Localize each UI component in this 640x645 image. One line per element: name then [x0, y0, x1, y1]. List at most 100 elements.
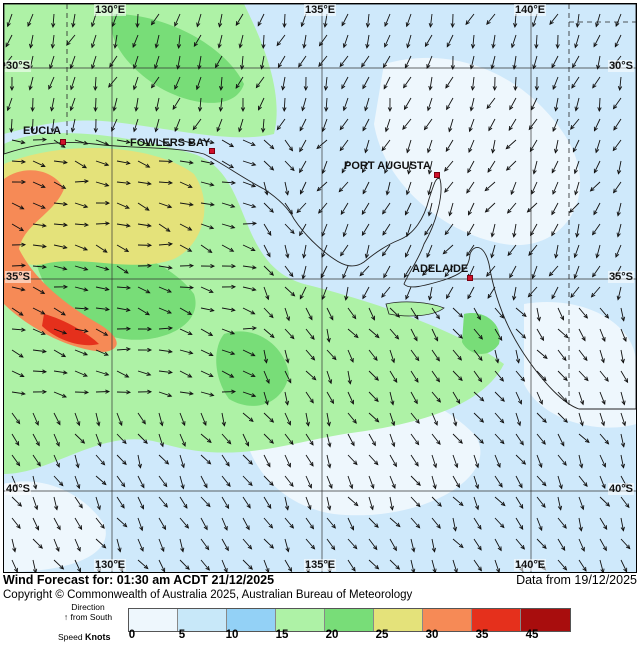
wind-arrow-head [282, 23, 287, 29]
wind-arrow-head [342, 273, 347, 279]
wind-arrow-shaft [10, 118, 13, 133]
wind-arrow-head [174, 21, 179, 27]
wind-arrow-head [54, 505, 59, 511]
wind-arrow-head [124, 373, 130, 378]
wind-arrow-head [351, 566, 356, 572]
wind-arrow-head [390, 358, 396, 364]
wind-arrow-shaft [179, 517, 189, 529]
wind-arrow-head [105, 221, 111, 226]
wind-arrow-head [392, 546, 397, 552]
wind-arrow-shaft [95, 286, 109, 291]
wind-arrow-shaft [620, 370, 628, 383]
wind-arrow-shaft [528, 244, 538, 256]
wind-arrow-shaft [284, 391, 289, 405]
wind-arrow-head [467, 168, 472, 174]
wind-arrow-head [9, 86, 15, 92]
wind-arrow-head [467, 210, 472, 216]
wind-arrow-shaft [368, 349, 378, 361]
wind-arrow-shaft [446, 34, 454, 47]
wind-arrow-shaft [179, 412, 186, 426]
wind-arrow-shaft [179, 559, 190, 570]
wind-arrow-shaft [555, 97, 559, 111]
wind-arrow-shaft [95, 307, 109, 311]
wind-arrow-head [541, 481, 547, 487]
wind-arrow-shaft [137, 223, 151, 227]
wind-arrow-shaft [242, 202, 256, 208]
wind-arrow-shaft [200, 391, 214, 396]
wind-arrow-shaft [95, 244, 108, 253]
wind-arrow-head [498, 336, 503, 342]
wind-arrow-head [229, 142, 235, 148]
wind-arrow-shaft [179, 391, 193, 395]
wind-arrow-head [16, 524, 21, 529]
wind-arrow-shaft [199, 97, 202, 111]
wind-arrow-head [446, 294, 451, 300]
wind-arrow-shaft [11, 370, 24, 377]
wind-arrow-shaft [368, 433, 376, 446]
wind-arrow-head [620, 463, 625, 469]
lon-label-135: 135°E [304, 4, 337, 16]
wind-arrow-head [50, 106, 55, 112]
wind-arrow-head [359, 271, 365, 277]
wind-arrow-head [207, 248, 213, 254]
wind-arrow-head [209, 392, 215, 397]
wind-arrow-head [145, 311, 150, 316]
wind-arrow-head [29, 43, 34, 49]
wind-arrow-head [403, 105, 409, 111]
wind-arrow-shaft [305, 328, 315, 340]
wind-arrow-shaft [179, 286, 194, 289]
wind-arrow-shaft [620, 328, 627, 342]
wind-arrow-shaft [116, 370, 129, 378]
wind-arrow-head [529, 147, 534, 153]
wind-arrow-head [147, 347, 153, 353]
wind-arrow-shaft [263, 559, 269, 572]
wind-arrow-head [251, 393, 257, 398]
wind-arrow-shaft [299, 286, 307, 299]
wind-arrow-head [251, 287, 257, 292]
wind-arrow-head [265, 295, 270, 301]
wind-arrow-shaft [341, 13, 349, 26]
wind-arrow-head [384, 21, 389, 27]
legend-units: Knots [84, 632, 111, 642]
wind-arrow-head [50, 127, 55, 133]
wind-arrow-head [602, 546, 607, 552]
wind-arrow-head [18, 353, 24, 358]
wind-arrow-head [435, 314, 441, 320]
wind-arrow-shaft [486, 97, 496, 109]
wind-arrow-shaft [361, 55, 370, 67]
place-label-eucla: EUCLA [23, 125, 61, 137]
wind-arrow-shaft [557, 370, 568, 381]
wind-arrow-shaft [549, 13, 559, 25]
wind-arrow-shaft [494, 454, 501, 468]
wind-arrow-head [484, 186, 490, 192]
wind-arrow-head [217, 43, 222, 49]
wind-arrow-head [413, 399, 418, 405]
wind-arrow-shaft [536, 538, 547, 549]
wind-arrow-shaft [158, 307, 172, 314]
wind-arrow-head [285, 253, 290, 259]
wind-arrow-shaft [324, 13, 328, 27]
wind-arrow-shaft [242, 454, 253, 465]
wind-arrow-shaft [158, 454, 169, 465]
wind-arrow-head [247, 544, 253, 550]
wind-arrow-head [255, 83, 261, 89]
wind-arrow-shaft [448, 118, 454, 132]
wind-arrow-head [520, 544, 526, 550]
wind-arrow-shaft [617, 202, 622, 216]
wind-arrow-shaft [446, 286, 454, 299]
wind-arrow-shaft [532, 13, 538, 27]
wind-arrow-head [499, 376, 505, 382]
wind-arrow-shaft [94, 76, 97, 91]
wind-arrow-shaft [557, 349, 567, 361]
wind-arrow-shaft [263, 328, 275, 338]
wind-arrow-shaft [466, 181, 475, 194]
wind-arrow-shaft [492, 34, 496, 48]
wind-arrow-head [521, 312, 527, 318]
wind-arrow-shaft [381, 139, 391, 151]
wind-arrow-shaft [404, 55, 412, 68]
wind-arrow-head [604, 377, 609, 382]
wind-arrow-shaft [242, 496, 251, 509]
wind-arrow-head [55, 441, 60, 447]
wind-arrow-head [383, 84, 388, 90]
wind-arrow-shaft [613, 118, 622, 131]
